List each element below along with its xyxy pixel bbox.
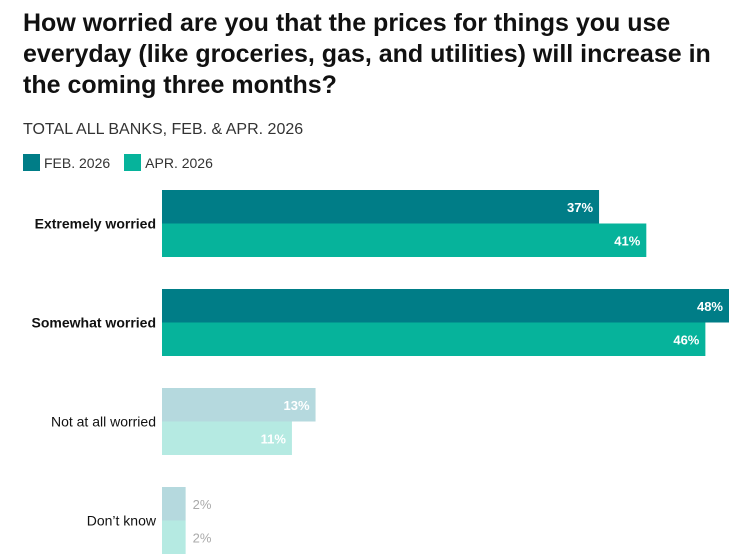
bar-apr-2026-somewhat-worried	[162, 322, 706, 356]
legend-label-apr: APR. 2026	[145, 154, 213, 171]
category-label-don-t-know: Don’t know	[87, 513, 157, 529]
data-label-apr-2026-don-t-know: 2%	[193, 530, 212, 545]
legend-item-feb: FEB. 2026	[23, 154, 110, 171]
bar-apr-2026-not-at-all-worried	[162, 421, 292, 455]
chart-subtitle: TOTAL ALL BANKS, FEB. & APR. 2026	[23, 121, 304, 138]
bar-feb-2026-somewhat-worried	[162, 289, 729, 323]
data-label-apr-2026-extremely-worried: 41%	[614, 233, 640, 248]
category-label-extremely-worried: Extremely worried	[35, 216, 156, 232]
chart-title: How worried are you that the prices for …	[23, 9, 711, 99]
bar-feb-2026-not-at-all-worried	[162, 388, 316, 422]
data-label-feb-2026-extremely-worried: 37%	[567, 200, 593, 215]
bar-apr-2026-extremely-worried	[162, 223, 647, 257]
data-label-feb-2026-not-at-all-worried: 13%	[284, 398, 310, 413]
category-label-not-at-all-worried: Not at all worried	[51, 414, 156, 430]
bar-feb-2026-extremely-worried	[162, 190, 600, 224]
legend-item-apr: APR. 2026	[124, 154, 213, 171]
data-label-feb-2026-don-t-know: 2%	[193, 497, 212, 512]
bar-feb-2026-don-t-know	[162, 487, 186, 521]
legend-swatch-apr	[124, 154, 142, 171]
legend-label-feb: FEB. 2026	[44, 154, 111, 171]
legend: FEB. 2026 APR. 2026	[23, 154, 227, 171]
data-label-apr-2026-not-at-all-worried: 11%	[261, 431, 287, 446]
data-label-apr-2026-somewhat-worried: 46%	[673, 332, 699, 347]
bar-apr-2026-don-t-know	[162, 520, 186, 554]
category-label-somewhat-worried: Somewhat worried	[32, 315, 156, 331]
legend-swatch-feb	[23, 154, 40, 171]
data-label-feb-2026-somewhat-worried: 48%	[697, 299, 723, 314]
